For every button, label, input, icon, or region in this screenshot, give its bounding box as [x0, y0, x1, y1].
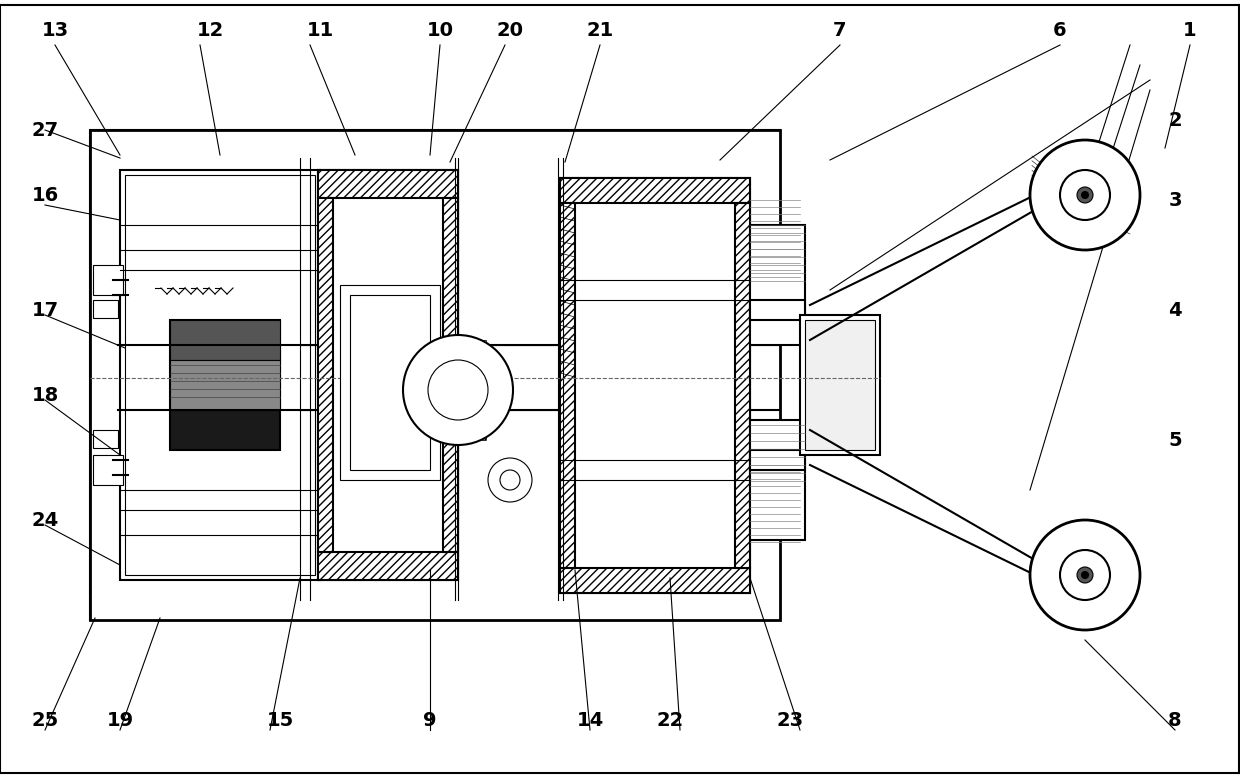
Bar — [560, 178, 750, 203]
Text: 10: 10 — [427, 20, 454, 40]
Bar — [750, 225, 805, 345]
Bar — [560, 568, 750, 593]
Bar — [317, 198, 334, 552]
Text: 1: 1 — [1183, 20, 1197, 40]
Text: 2: 2 — [1168, 110, 1182, 129]
Text: 24: 24 — [31, 510, 58, 530]
Circle shape — [1078, 567, 1092, 583]
Bar — [170, 320, 280, 360]
Bar — [750, 300, 805, 320]
Circle shape — [428, 360, 489, 420]
Bar — [317, 170, 458, 198]
Bar — [170, 360, 280, 410]
Bar — [118, 158, 766, 592]
Circle shape — [1060, 170, 1110, 220]
Circle shape — [403, 335, 513, 445]
Text: 22: 22 — [656, 710, 683, 730]
Text: 9: 9 — [423, 710, 436, 730]
Bar — [170, 320, 280, 450]
Text: 20: 20 — [496, 20, 523, 40]
Text: 7: 7 — [833, 20, 847, 40]
Bar — [120, 170, 320, 580]
Text: 6: 6 — [1053, 20, 1066, 40]
Bar — [800, 315, 880, 455]
Text: 19: 19 — [107, 710, 134, 730]
Bar — [735, 203, 750, 568]
Bar — [760, 158, 780, 592]
Bar — [93, 430, 118, 448]
Text: 4: 4 — [1168, 300, 1182, 320]
Bar — [91, 158, 118, 592]
Bar — [750, 450, 805, 470]
Text: 3: 3 — [1168, 191, 1182, 209]
Bar — [750, 420, 805, 540]
Text: 12: 12 — [196, 20, 223, 40]
Text: 13: 13 — [41, 20, 68, 40]
Text: 16: 16 — [31, 185, 58, 205]
Bar — [340, 285, 440, 480]
Text: 17: 17 — [31, 300, 58, 320]
Bar — [317, 552, 458, 580]
Circle shape — [1060, 550, 1110, 600]
Text: 11: 11 — [306, 20, 334, 40]
Text: 25: 25 — [31, 710, 58, 730]
Bar — [91, 130, 780, 620]
Circle shape — [1078, 187, 1092, 203]
Bar — [560, 178, 750, 593]
Bar — [430, 340, 486, 440]
Text: 8: 8 — [1168, 710, 1182, 730]
Circle shape — [1083, 192, 1087, 198]
Bar — [317, 170, 458, 580]
Bar — [91, 130, 780, 158]
Bar — [443, 198, 458, 552]
Text: 23: 23 — [776, 710, 804, 730]
Circle shape — [500, 470, 520, 490]
Bar — [93, 300, 118, 318]
Bar — [125, 175, 315, 575]
Circle shape — [489, 458, 532, 502]
Text: 18: 18 — [31, 386, 58, 405]
Text: 15: 15 — [267, 710, 294, 730]
Bar — [91, 592, 780, 620]
Text: 27: 27 — [31, 121, 58, 139]
Bar — [350, 295, 430, 470]
Bar — [93, 455, 123, 485]
Bar — [560, 203, 575, 568]
Circle shape — [1030, 520, 1140, 630]
Text: 21: 21 — [587, 20, 614, 40]
Bar — [805, 320, 875, 450]
Circle shape — [1030, 140, 1140, 250]
Bar — [93, 265, 123, 295]
Text: 5: 5 — [1168, 430, 1182, 450]
Text: 14: 14 — [577, 710, 604, 730]
Circle shape — [1083, 572, 1087, 578]
